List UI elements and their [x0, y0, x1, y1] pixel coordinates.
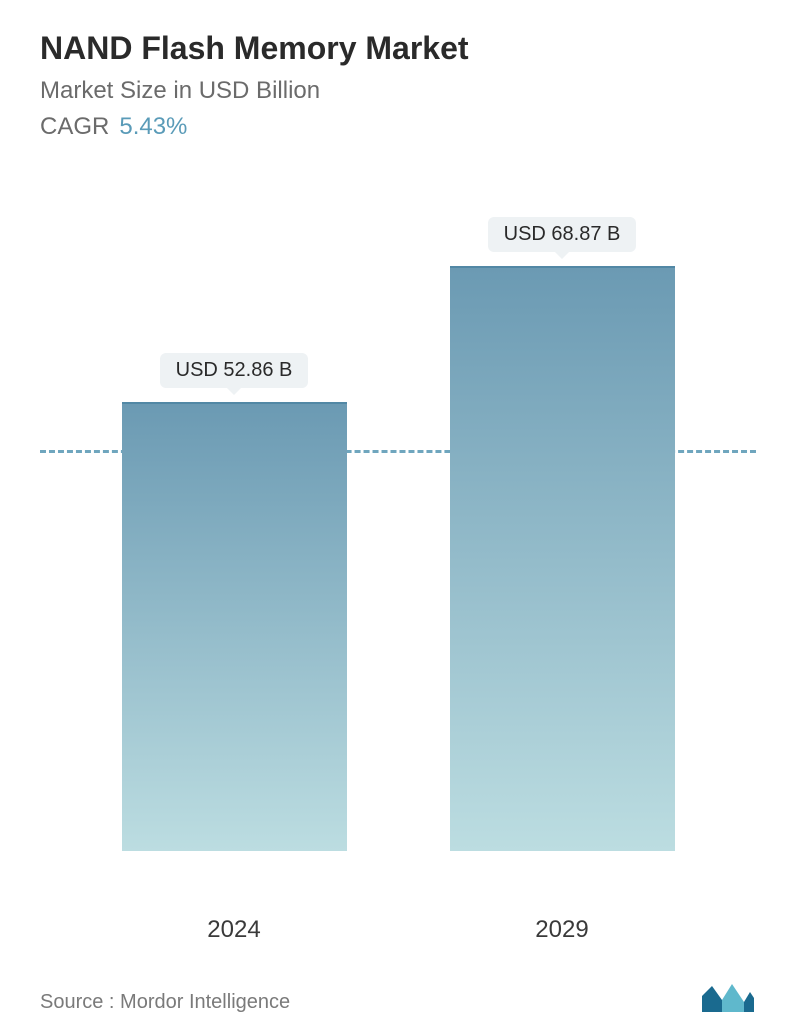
bar-group: USD 52.86 B: [122, 402, 347, 851]
cagr-label: CAGR: [40, 113, 109, 140]
x-axis-label: 2029: [450, 916, 675, 944]
bars-container: USD 52.86 B USD 68.87 B: [40, 171, 756, 851]
bar: [122, 402, 347, 851]
chart-title: NAND Flash Memory Market: [40, 30, 756, 67]
value-badge: USD 68.87 B: [488, 217, 637, 252]
chart-subtitle: Market Size in USD Billion: [40, 77, 756, 105]
bar-group: USD 68.87 B: [450, 266, 675, 851]
cagr-value: 5.43%: [119, 113, 187, 140]
chart-footer: Source : Mordor Intelligence: [40, 962, 756, 1014]
value-badge: USD 52.86 B: [160, 353, 309, 388]
bar: [450, 266, 675, 851]
cagr-line: CAGR 5.43%: [40, 113, 756, 141]
x-axis-label: 2024: [122, 916, 347, 944]
source-text: Source : Mordor Intelligence: [40, 991, 290, 1014]
brand-logo-icon: [700, 978, 756, 1014]
x-axis-labels: 2024 2029: [40, 907, 756, 952]
chart-area: USD 52.86 B USD 68.87 B 2024 2029: [40, 171, 756, 952]
